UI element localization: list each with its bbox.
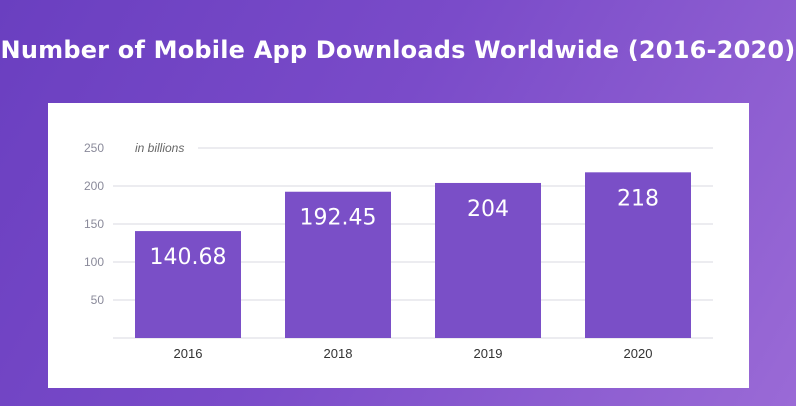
bar-value-label: 140.68 [150, 245, 227, 270]
bars [135, 172, 691, 338]
x-tick-label: 2016 [174, 346, 203, 361]
y-tick-label: 150 [84, 217, 104, 231]
y-tick-label: 250 [84, 141, 104, 155]
y-tick-label: 200 [84, 179, 104, 193]
unit-label: in billions [135, 141, 184, 155]
x-tick-label: 2020 [624, 346, 653, 361]
value-labels: 140.68 192.45 204 218 [150, 186, 659, 270]
chart-title: Number of Mobile App Downloads Worldwide… [0, 36, 796, 64]
bar-value-label: 218 [617, 186, 659, 211]
y-tick-label: 100 [84, 255, 104, 269]
bar [135, 231, 241, 338]
bar [585, 172, 691, 338]
y-tick-labels: 50 100 150 200 250 [84, 141, 104, 307]
bar-value-label: 204 [467, 197, 509, 222]
bar [285, 191, 391, 338]
x-tick-label: 2019 [474, 346, 503, 361]
y-tick-label: 50 [91, 293, 105, 307]
bar [435, 182, 541, 338]
x-tick-labels: 2016 2018 2019 2020 [174, 346, 653, 361]
bar-chart: 50 100 150 200 250 2016 2018 2019 2020 140.68 19… [84, 141, 713, 361]
x-tick-label: 2018 [324, 346, 353, 361]
bar-value-label: 192.45 [300, 206, 377, 231]
chart-panel: 50 100 150 200 250 2016 2018 2019 2020 140.68 19… [48, 103, 749, 388]
